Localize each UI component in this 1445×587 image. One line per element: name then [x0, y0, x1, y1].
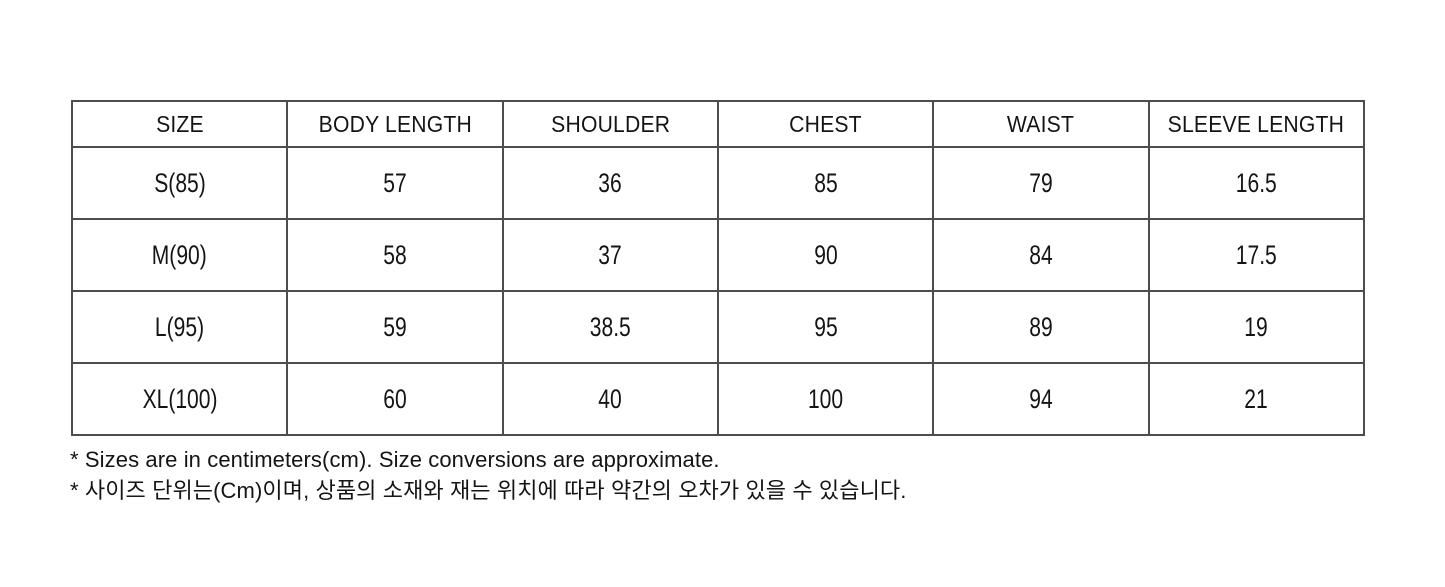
cell-body-length: 59	[286, 290, 504, 364]
cell-value: 21	[1244, 383, 1269, 414]
table-row-xl: XL(100) 60 40 100 94 21	[70, 362, 1366, 436]
cell-size: M(90)	[70, 218, 289, 292]
cell-value: 90	[813, 239, 838, 270]
cell-value: 58	[383, 239, 407, 270]
footnote-ko: * 사이즈 단위는(Cm)이며, 상품의 소재와 재는 위치에 따라 약간의 오…	[70, 478, 907, 503]
column-header-sleeve-length: SLEEVE LENGTH	[1147, 100, 1366, 148]
cell-value: 79	[1029, 167, 1053, 198]
column-header-waist: WAIST	[932, 100, 1150, 148]
cell-body-length: 58	[286, 218, 504, 292]
cell-body-length: 60	[286, 362, 504, 436]
cell-chest: 90	[716, 218, 935, 292]
cell-body-length: 57	[286, 146, 504, 220]
cell-value: S(85)	[153, 167, 206, 198]
table-row-s: S(85) 57 36 85 79 16.5	[70, 146, 1366, 220]
column-header-shoulder-label: SHOULDER	[550, 110, 670, 137]
column-header-body-length-label: BODY LENGTH	[318, 110, 472, 137]
cell-shoulder: 38.5	[501, 290, 719, 364]
column-header-waist-label: WAIST	[1007, 110, 1075, 137]
size-chart-table: SIZE BODY LENGTH SHOULDER CHEST WAIST SL…	[70, 100, 1366, 436]
footnote-en: * Sizes are in centimeters(cm). Size con…	[70, 447, 720, 472]
cell-value: 16.5	[1235, 167, 1277, 198]
cell-chest: 85	[716, 146, 935, 220]
cell-value: 40	[598, 383, 623, 414]
cell-value: 59	[383, 311, 407, 342]
column-header-chest: CHEST	[716, 100, 935, 148]
cell-value: 85	[813, 167, 838, 198]
cell-waist: 84	[932, 218, 1150, 292]
cell-sleeve-length: 21	[1147, 362, 1366, 436]
cell-chest: 95	[716, 290, 935, 364]
cell-value: 38.5	[589, 311, 631, 342]
cell-value: M(90)	[152, 239, 208, 270]
cell-value: 37	[598, 239, 623, 270]
cell-waist: 94	[932, 362, 1150, 436]
cell-shoulder: 36	[501, 146, 719, 220]
column-header-sleeve-length-label: SLEEVE LENGTH	[1168, 110, 1345, 137]
cell-value: 100	[808, 383, 844, 414]
column-header-chest-label: CHEST	[789, 110, 862, 137]
footnotes: * Sizes are in centimeters(cm). Size con…	[70, 444, 906, 506]
cell-value: 95	[813, 311, 838, 342]
cell-waist: 79	[932, 146, 1150, 220]
cell-chest: 100	[716, 362, 935, 436]
cell-value: L(95)	[155, 311, 205, 342]
cell-value: 89	[1029, 311, 1053, 342]
column-header-size: SIZE	[70, 100, 289, 148]
cell-size: L(95)	[70, 290, 289, 364]
cell-waist: 89	[932, 290, 1150, 364]
cell-value: 57	[383, 167, 407, 198]
cell-value: 36	[598, 167, 623, 198]
cell-shoulder: 37	[501, 218, 719, 292]
cell-value: 94	[1029, 383, 1053, 414]
cell-sleeve-length: 17.5	[1147, 218, 1366, 292]
table-row-m: M(90) 58 37 90 84 17.5	[70, 218, 1366, 292]
cell-shoulder: 40	[501, 362, 719, 436]
table-row-l: L(95) 59 38.5 95 89 19	[70, 290, 1366, 364]
column-header-body-length: BODY LENGTH	[286, 100, 504, 148]
cell-size: XL(100)	[70, 362, 289, 436]
cell-sleeve-length: 16.5	[1147, 146, 1366, 220]
cell-sleeve-length: 19	[1147, 290, 1366, 364]
cell-value: 84	[1029, 239, 1053, 270]
cell-value: 19	[1244, 311, 1269, 342]
cell-value: 17.5	[1235, 239, 1277, 270]
cell-value: 60	[383, 383, 407, 414]
cell-size: S(85)	[70, 146, 289, 220]
column-header-shoulder: SHOULDER	[501, 100, 719, 148]
header-row: SIZE BODY LENGTH SHOULDER CHEST WAIST SL…	[70, 100, 1366, 148]
column-header-size-label: SIZE	[155, 110, 204, 137]
cell-value: XL(100)	[142, 383, 218, 414]
